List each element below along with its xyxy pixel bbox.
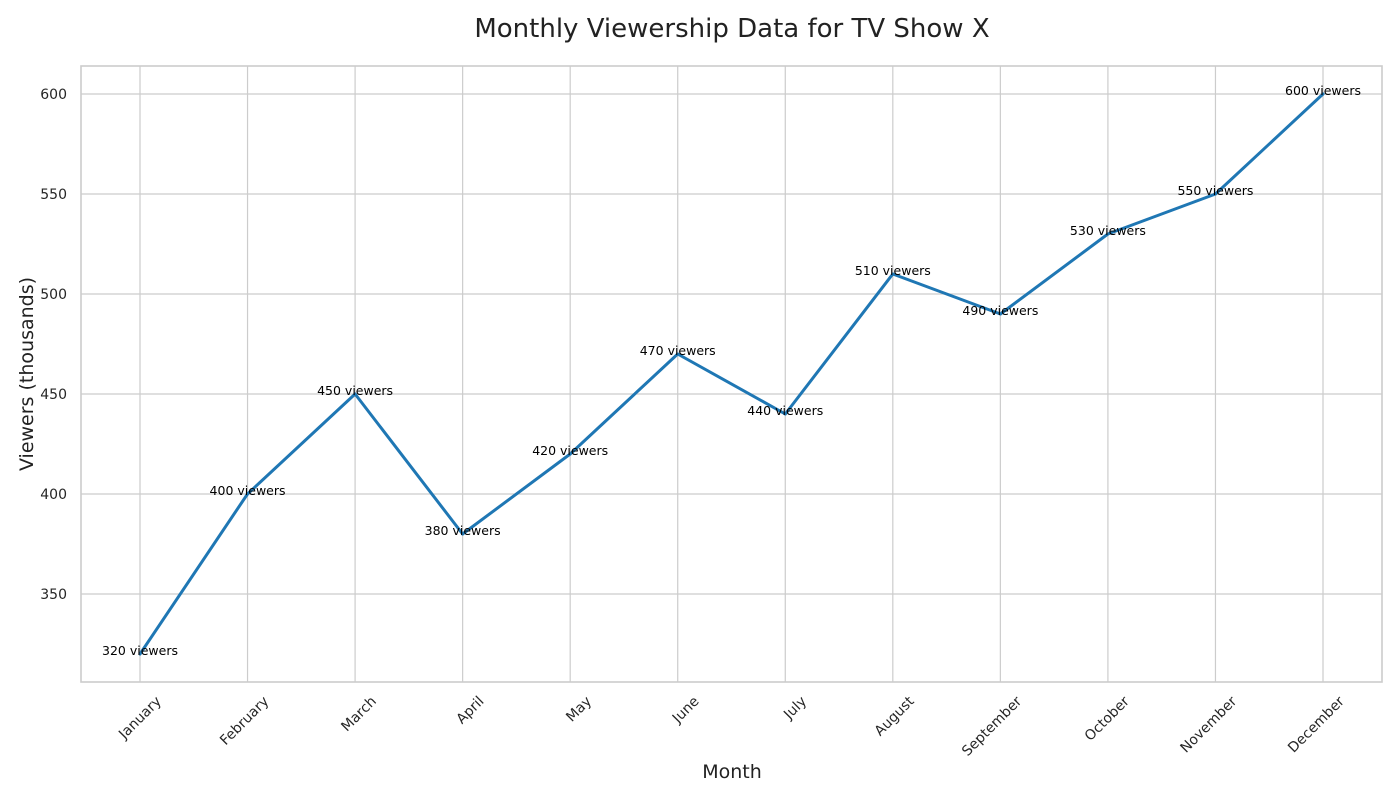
y-tick-label: 350 xyxy=(40,587,67,603)
data-point xyxy=(998,312,1002,316)
data-label: 380 viewers xyxy=(425,523,501,538)
data-point xyxy=(1106,232,1110,236)
data-point xyxy=(1321,92,1325,96)
y-tick-label: 600 xyxy=(40,87,67,103)
x-tick-label: September xyxy=(959,693,1025,759)
data-label: 420 viewers xyxy=(532,443,608,458)
data-point xyxy=(891,272,895,276)
data-label: 530 viewers xyxy=(1070,223,1146,238)
data-labels: 320 viewers 400 viewers 450 viewers 380 vie… xyxy=(102,83,1361,658)
data-point xyxy=(676,352,680,356)
data-point xyxy=(568,452,572,456)
data-label: 490 viewers xyxy=(962,303,1038,318)
data-label: 400 viewers xyxy=(210,483,286,498)
data-point xyxy=(138,652,142,656)
grid xyxy=(81,66,1382,682)
data-label: 320 viewers xyxy=(102,643,178,658)
y-axis-label: Viewers (thousands) xyxy=(16,277,38,471)
series-line xyxy=(138,92,1325,656)
x-tick-label: March xyxy=(338,694,379,735)
x-tick-label: February xyxy=(217,694,272,749)
x-axis-label: Month xyxy=(702,761,762,783)
y-tick-label: 500 xyxy=(40,287,67,303)
x-tick-label: June xyxy=(669,694,703,728)
data-label: 550 viewers xyxy=(1177,183,1253,198)
data-label: 440 viewers xyxy=(747,403,823,418)
x-tick-label: November xyxy=(1177,693,1240,756)
series-group xyxy=(138,92,1325,656)
data-label: 470 viewers xyxy=(640,343,716,358)
data-point xyxy=(246,492,250,496)
data-point xyxy=(461,532,465,536)
chart-title: Monthly Viewership Data for TV Show X xyxy=(474,14,989,44)
x-tick-label: January xyxy=(115,694,165,744)
y-tick-label: 400 xyxy=(40,487,67,503)
data-label: 450 viewers xyxy=(317,383,393,398)
x-tick-label: April xyxy=(454,694,488,728)
x-tick-label: July xyxy=(780,694,810,724)
x-tick-label: December xyxy=(1285,693,1348,756)
x-tick-label: May xyxy=(563,694,595,726)
data-label: 510 viewers xyxy=(855,263,931,278)
x-axis-ticks: January February March April May June July Augu… xyxy=(115,693,1348,759)
data-point xyxy=(1213,192,1217,196)
axes-frame xyxy=(80,65,1383,683)
x-tick-label: October xyxy=(1082,693,1133,744)
data-label: 600 viewers xyxy=(1285,83,1361,98)
data-point xyxy=(783,412,787,416)
data-point xyxy=(353,392,357,396)
y-axis-ticks: 350 400 450 500 550 600 xyxy=(40,87,67,603)
y-tick-label: 450 xyxy=(40,387,67,403)
x-tick-label: August xyxy=(872,693,918,739)
y-tick-label: 550 xyxy=(40,187,67,203)
